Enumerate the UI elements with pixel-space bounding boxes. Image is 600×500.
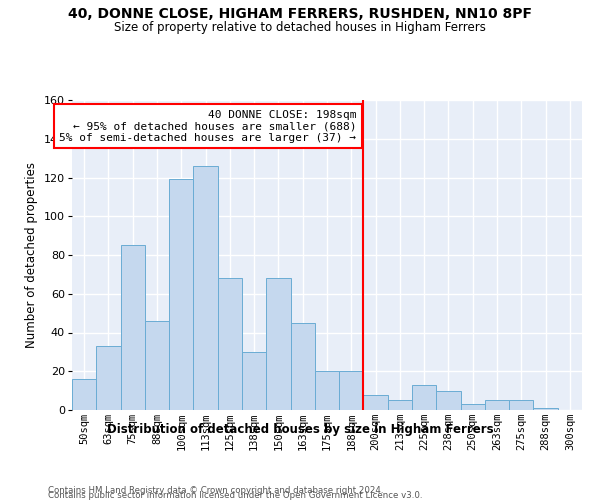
- Bar: [436, 390, 461, 410]
- Text: 40, DONNE CLOSE, HIGHAM FERRERS, RUSHDEN, NN10 8PF: 40, DONNE CLOSE, HIGHAM FERRERS, RUSHDEN…: [68, 8, 532, 22]
- Bar: [242, 352, 266, 410]
- Bar: [533, 408, 558, 410]
- Bar: [339, 371, 364, 410]
- Bar: [290, 323, 315, 410]
- Text: Distribution of detached houses by size in Higham Ferrers: Distribution of detached houses by size …: [107, 422, 493, 436]
- Y-axis label: Number of detached properties: Number of detached properties: [25, 162, 38, 348]
- Bar: [218, 278, 242, 410]
- Bar: [485, 400, 509, 410]
- Text: Size of property relative to detached houses in Higham Ferrers: Size of property relative to detached ho…: [114, 21, 486, 34]
- Bar: [145, 321, 169, 410]
- Bar: [72, 379, 96, 410]
- Bar: [169, 180, 193, 410]
- Bar: [509, 400, 533, 410]
- Text: 40 DONNE CLOSE: 198sqm
← 95% of detached houses are smaller (688)
5% of semi-det: 40 DONNE CLOSE: 198sqm ← 95% of detached…: [59, 110, 356, 143]
- Bar: [412, 385, 436, 410]
- Bar: [315, 371, 339, 410]
- Bar: [266, 278, 290, 410]
- Text: Contains public sector information licensed under the Open Government Licence v3: Contains public sector information licen…: [48, 491, 422, 500]
- Bar: [388, 400, 412, 410]
- Text: Contains HM Land Registry data © Crown copyright and database right 2024.: Contains HM Land Registry data © Crown c…: [48, 486, 383, 495]
- Bar: [364, 394, 388, 410]
- Bar: [121, 246, 145, 410]
- Bar: [461, 404, 485, 410]
- Bar: [193, 166, 218, 410]
- Bar: [96, 346, 121, 410]
